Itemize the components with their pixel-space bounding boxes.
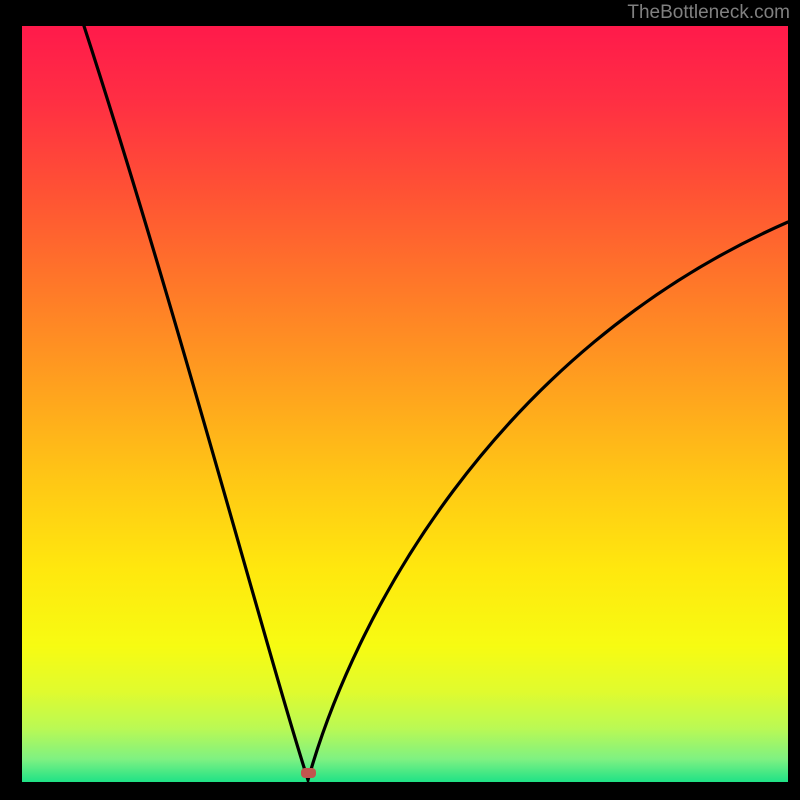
chart-plot-area (22, 26, 788, 782)
frame-bottom (0, 782, 800, 800)
frame-right (788, 0, 800, 800)
curve-path (84, 26, 788, 780)
frame-left (0, 0, 22, 800)
valley-marker (301, 768, 316, 778)
watermark-text: TheBottleneck.com (627, 2, 790, 24)
bottleneck-curve (22, 26, 788, 782)
